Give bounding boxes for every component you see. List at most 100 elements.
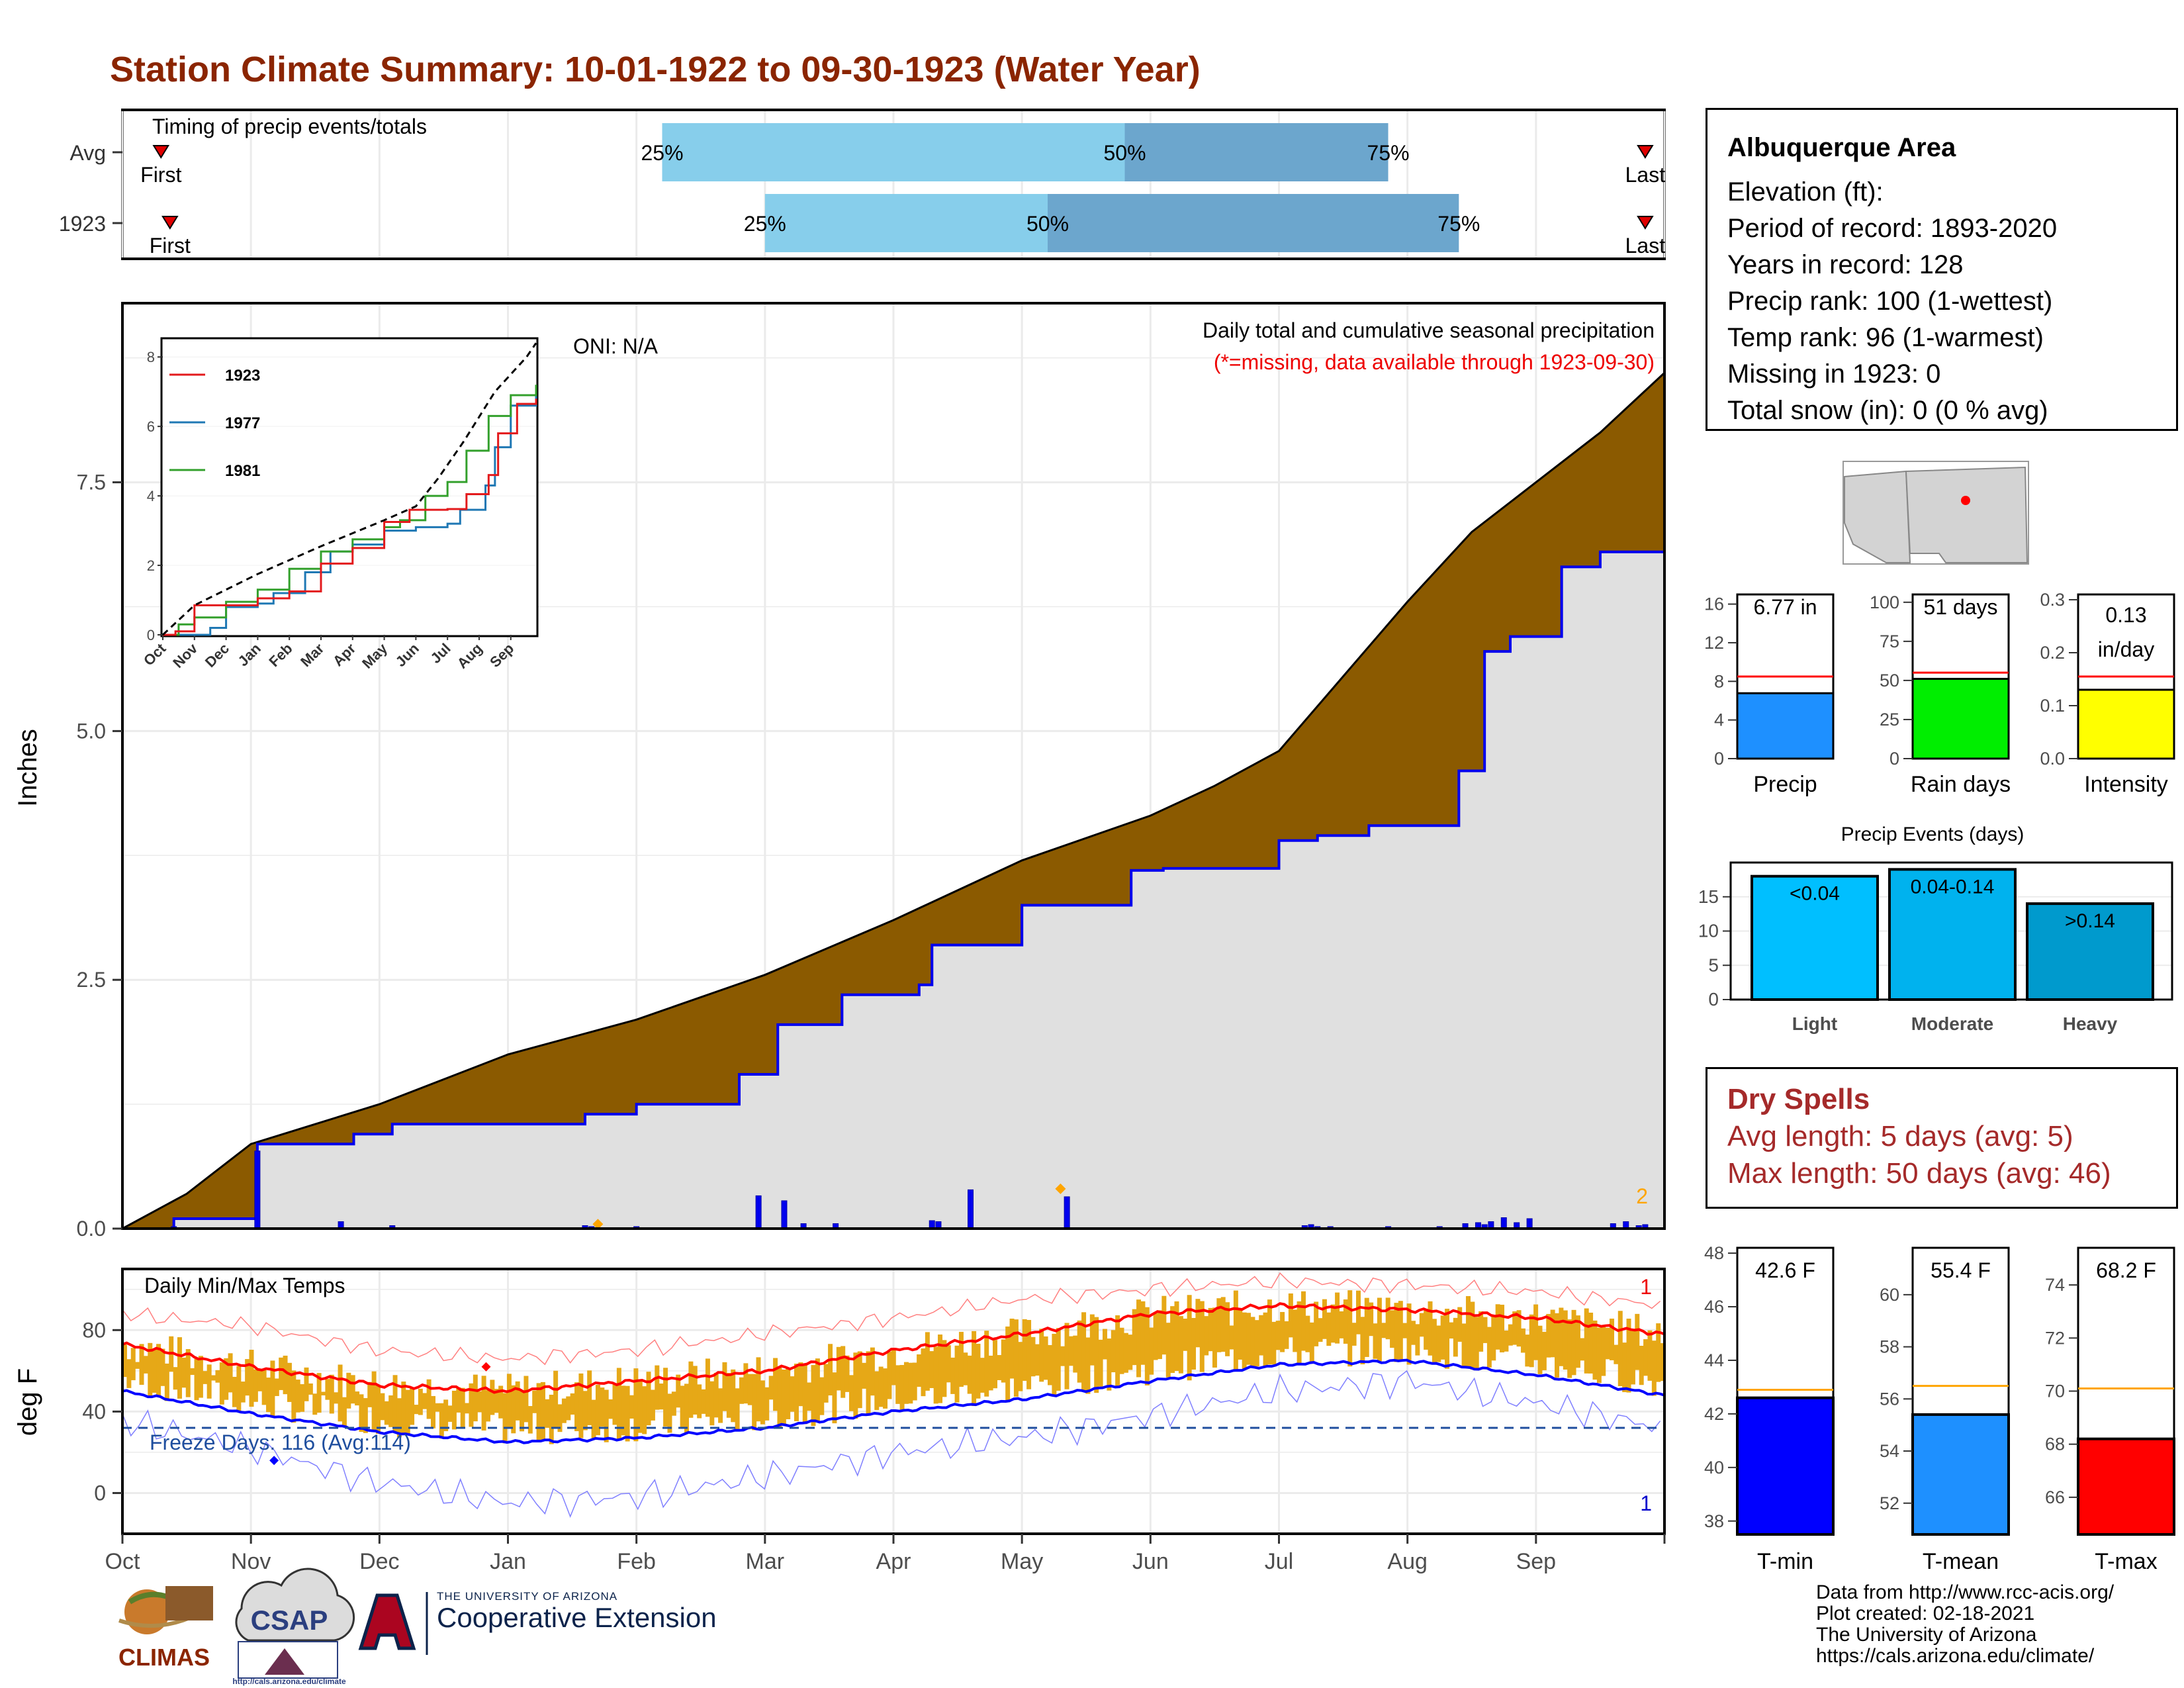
daily-temp-bar	[655, 1365, 660, 1410]
daily-temp-bar	[629, 1395, 635, 1419]
events-bar	[2026, 902, 2154, 1001]
daily-temp-bar	[731, 1369, 736, 1423]
daily-temp-bar	[334, 1392, 339, 1404]
daily-temp-bar	[1356, 1290, 1361, 1335]
summary-y-tick-label: 0.1	[2040, 696, 2065, 716]
daily-temp-bar	[1529, 1314, 1534, 1368]
ua-small-text: THE UNIVERSITY OF ARIZONA	[437, 1590, 618, 1603]
daily-temp-bar	[1048, 1344, 1052, 1385]
daily-temp-bar	[211, 1375, 216, 1381]
daily-temp-bar	[1102, 1329, 1107, 1360]
daily-temp-bar	[451, 1390, 457, 1430]
timing-q75-label: 75%	[1437, 212, 1480, 236]
timing-q25-label: 25%	[744, 212, 786, 236]
daily-temp-bar	[823, 1364, 829, 1403]
daily-temp-bar	[908, 1362, 913, 1404]
period-text: Period of record: 1893-2020	[1727, 214, 2058, 243]
daily-temp-bar	[760, 1380, 765, 1425]
daily-temp-bar	[1596, 1327, 1602, 1383]
daily-temp-bar	[1187, 1295, 1192, 1381]
summary-y-tick-label: 50	[1880, 671, 1899, 690]
inset-legend-label: 1977	[225, 414, 260, 432]
station-name: Albuquerque Area	[1727, 133, 1956, 162]
daily-precip-bar	[1500, 1217, 1507, 1229]
daily-temp-bar	[122, 1344, 127, 1378]
daily-temp-bar	[1318, 1318, 1323, 1342]
daily-temp-bar	[1377, 1297, 1382, 1362]
daily-temp-bar	[853, 1352, 858, 1419]
daily-temp-bar	[557, 1404, 563, 1432]
daily-temp-bar	[1153, 1313, 1158, 1360]
daily-temp-bar	[494, 1389, 499, 1413]
daily-temp-bar	[300, 1384, 305, 1412]
summary-y-tick-label: 0.0	[2040, 749, 2065, 769]
daily-temp-bar	[194, 1358, 199, 1401]
daily-temp-bar	[1424, 1309, 1429, 1350]
daily-temp-bar	[954, 1345, 960, 1403]
tsummary-category-label: T-min	[1757, 1549, 1813, 1574]
daily-temp-bar	[304, 1367, 309, 1401]
daily-temp-bar	[1592, 1320, 1598, 1380]
dry-spells-max: Max length: 50 days (avg: 46)	[1727, 1157, 2111, 1190]
daily-temp-bar	[1267, 1299, 1272, 1365]
temp-title: Daily Min/Max Temps	[144, 1274, 345, 1297]
events-bar-label: 0.04-0.14	[1911, 876, 1995, 898]
summary-y-tick-label: 8	[1714, 671, 1724, 691]
inset-y-tick-label: 2	[147, 557, 155, 574]
daily-temp-bar	[1018, 1342, 1023, 1391]
summary-y-tick-label: 0.2	[2040, 643, 2065, 663]
daily-precip-bar	[755, 1195, 762, 1229]
daily-temp-bar	[1242, 1312, 1247, 1369]
daily-temp-bar	[1288, 1293, 1293, 1338]
tsummary-category-label: T-max	[2095, 1549, 2157, 1574]
daily-temp-bar	[431, 1395, 435, 1429]
month-tick-label: Sep	[1516, 1549, 1557, 1574]
daily-temp-bar	[848, 1375, 854, 1411]
daily-temp-bar	[1225, 1302, 1230, 1356]
daily-temp-bar	[502, 1393, 508, 1444]
daily-temp-bar	[1457, 1307, 1463, 1342]
footer-credits: Data from http://www.rcc-acis.org/ Plot …	[1816, 1582, 2114, 1667]
daily-temp-bar	[752, 1374, 757, 1430]
timing-row-label: 1923	[59, 212, 106, 236]
daily-temp-bar	[228, 1353, 233, 1393]
daily-temp-bar	[1486, 1327, 1492, 1368]
daily-temp-bar	[1077, 1320, 1082, 1383]
daily-temp-bar	[925, 1332, 930, 1391]
events-bar-label: >0.14	[2065, 910, 2115, 932]
elevation-text: Elevation (ft):	[1727, 177, 1884, 207]
daily-temp-bar	[815, 1358, 820, 1423]
summary-y-tick-label: 25	[1880, 710, 1899, 729]
daily-temp-bar	[1385, 1297, 1390, 1340]
daily-temp-bar	[465, 1403, 470, 1414]
footer-university: The University of Arizona	[1816, 1624, 2037, 1646]
daily-temp-bar	[1445, 1309, 1450, 1369]
timing-first-label: First	[140, 163, 181, 187]
daily-temp-bar	[148, 1342, 153, 1397]
daily-temp-bar	[1415, 1324, 1420, 1356]
daily-temp-bar	[515, 1381, 520, 1421]
timing-row-label: Avg	[69, 141, 106, 165]
daily-temp-bar	[156, 1344, 161, 1396]
temp-rank-text: Temp rank: 96 (1-warmest)	[1727, 323, 2044, 352]
precip-y-axis: 0.0 2.5 5.0 7.5	[77, 471, 122, 1241]
footer-url: https://cals.arizona.edu/climate/	[1816, 1645, 2095, 1667]
daily-temp-bar	[485, 1390, 490, 1422]
daily-temp-bar	[1284, 1321, 1289, 1349]
daily-temp-bar	[1026, 1320, 1032, 1389]
daily-temp-bar	[401, 1382, 406, 1435]
station-info-box: Albuquerque Area Elevation (ft): Period …	[1706, 108, 2178, 431]
daily-temp-bar	[511, 1385, 516, 1434]
daily-temp-bar	[786, 1368, 791, 1419]
daily-temp-bar	[692, 1366, 698, 1415]
daily-temp-bar	[566, 1396, 571, 1421]
events-y-tick-label: 5	[1708, 955, 1719, 975]
daily-temp-bar	[1567, 1319, 1572, 1378]
daily-temp-bar	[338, 1364, 343, 1422]
daily-temp-bar	[376, 1384, 381, 1434]
daily-temp-bar	[1440, 1315, 1445, 1360]
daily-temp-bar	[1220, 1297, 1226, 1352]
daily-temp-bar	[224, 1358, 229, 1400]
temp-y-tick-label: 0	[94, 1481, 106, 1505]
daily-temp-bar	[1056, 1328, 1061, 1391]
